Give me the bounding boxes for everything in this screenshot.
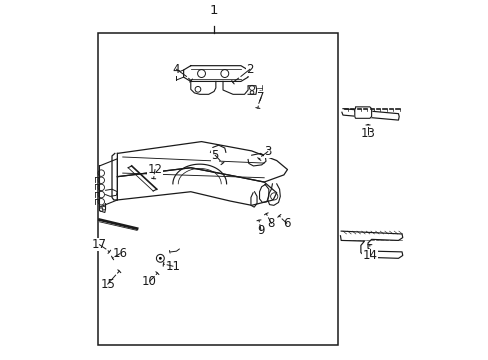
Circle shape [159,257,162,260]
Polygon shape [117,168,276,205]
Polygon shape [117,141,287,182]
Text: 15: 15 [100,278,115,291]
Text: 2: 2 [245,63,253,76]
Text: 7: 7 [257,91,264,104]
Text: 9: 9 [257,224,264,237]
Text: 13: 13 [360,127,375,140]
Polygon shape [341,109,398,120]
Polygon shape [340,231,402,258]
Text: 16: 16 [112,247,127,260]
Polygon shape [354,107,371,118]
Text: 1: 1 [209,4,218,17]
Text: 17: 17 [92,238,107,251]
Text: 3: 3 [264,145,271,158]
Text: 10: 10 [142,275,157,288]
Text: 8: 8 [267,217,274,230]
Text: 11: 11 [165,260,180,273]
Text: 12: 12 [147,163,162,176]
Text: 14: 14 [362,249,377,262]
Bar [98,33,337,345]
Text: 5: 5 [211,149,218,162]
Text: 4: 4 [172,63,180,76]
Text: 6: 6 [283,217,290,230]
